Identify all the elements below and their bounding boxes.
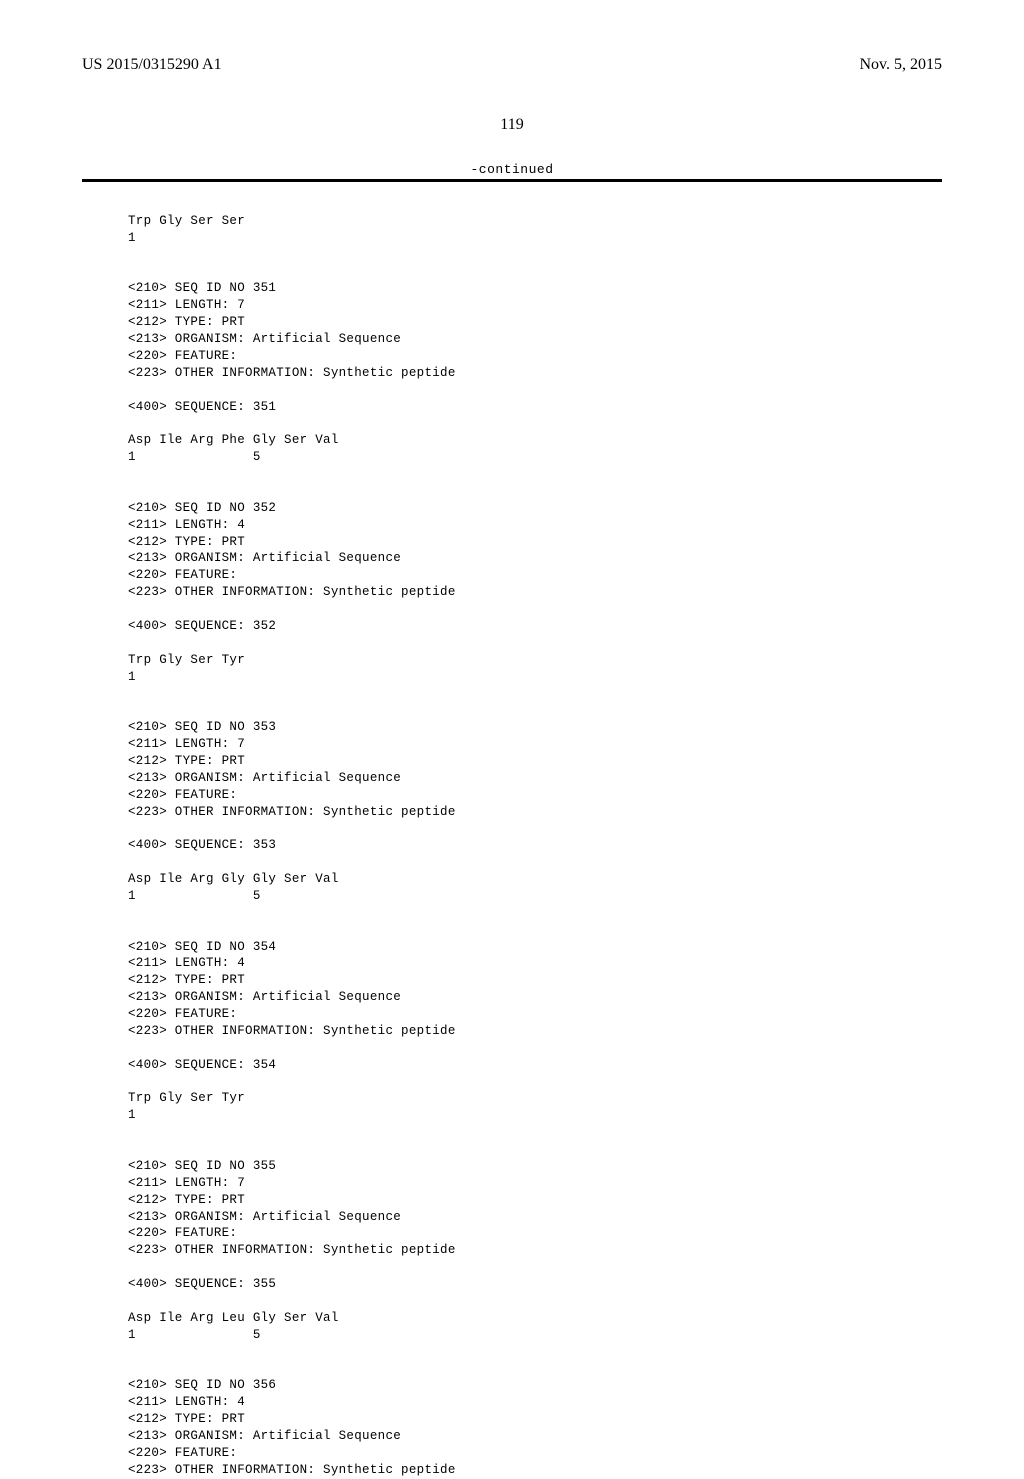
header: US 2015/0315290 A1 Nov. 5, 2015 xyxy=(0,0,1024,74)
publication-date: Nov. 5, 2015 xyxy=(859,56,942,74)
continued-label: -continued xyxy=(0,162,1024,177)
publication-number: US 2015/0315290 A1 xyxy=(82,56,222,74)
page-number: 119 xyxy=(0,116,1024,134)
sequence-listing-content: Trp Gly Ser Ser 1 <210> SEQ ID NO 351 <2… xyxy=(0,182,1024,1479)
